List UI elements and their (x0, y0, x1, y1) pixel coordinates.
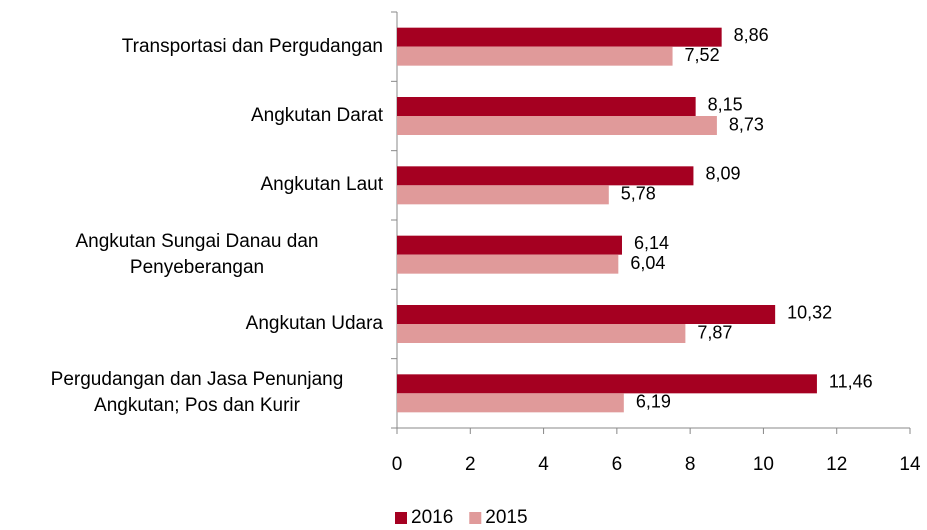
category-label: Angkutan Darat (250, 105, 383, 126)
x-tick-label: 14 (899, 454, 921, 475)
value-label: 8,86 (734, 25, 769, 45)
category-label-box: Angkutan Laut (260, 172, 383, 198)
bar (397, 97, 696, 116)
category-label: Pergudangan dan Jasa Penunjang Angkutan;… (50, 369, 344, 417)
value-label: 6,14 (634, 233, 669, 253)
value-label: 10,32 (787, 302, 832, 322)
bar (397, 27, 722, 47)
category-label: Angkutan Sungai Danau dan Penyeberangan (75, 230, 319, 278)
category-label-box: Angkutan Udara (246, 311, 383, 337)
bar (397, 235, 622, 255)
value-label: 7,87 (697, 322, 732, 342)
x-tick-label: 0 (392, 454, 403, 475)
x-tick-label: 10 (753, 454, 774, 475)
legend-label: 2016 (411, 507, 453, 528)
bar (397, 393, 624, 413)
value-label: 6,04 (630, 253, 665, 273)
bar (397, 166, 694, 186)
legend-swatch (469, 512, 482, 524)
value-label: 11,46 (829, 372, 873, 392)
x-tick-label: 6 (612, 454, 623, 475)
category-label-box: Angkutan Sungai Danau dan Penyeberangan (11, 229, 383, 281)
x-tick-label: 8 (685, 454, 696, 475)
value-label: 5,78 (621, 184, 656, 204)
category-label: Transportasi dan Pergudangan (121, 35, 383, 57)
value-label: 7,52 (685, 45, 720, 65)
bar (397, 324, 686, 343)
bar (397, 116, 717, 135)
category-label-box: Transportasi dan Pergudangan (122, 34, 383, 60)
x-tick-label: 12 (826, 454, 847, 475)
value-label: 8,73 (729, 114, 764, 134)
bar (397, 254, 619, 274)
value-label: 6,19 (636, 392, 671, 412)
bar (397, 374, 817, 394)
bar (397, 185, 609, 205)
x-tick-label: 2 (465, 454, 476, 475)
category-label-box: Pergudangan dan Jasa Penunjang Angkutan;… (11, 367, 383, 419)
bar (397, 305, 776, 324)
value-label: 8,15 (708, 94, 743, 114)
category-label: Angkutan Udara (245, 313, 383, 334)
x-tick-label: 4 (538, 454, 549, 475)
legend-label: 2015 (485, 507, 527, 528)
category-label: Angkutan Laut (260, 174, 383, 196)
category-label-box: Angkutan Darat (251, 103, 383, 129)
value-label: 8,09 (705, 164, 740, 184)
legend-swatch (395, 512, 407, 524)
bar (397, 46, 673, 66)
